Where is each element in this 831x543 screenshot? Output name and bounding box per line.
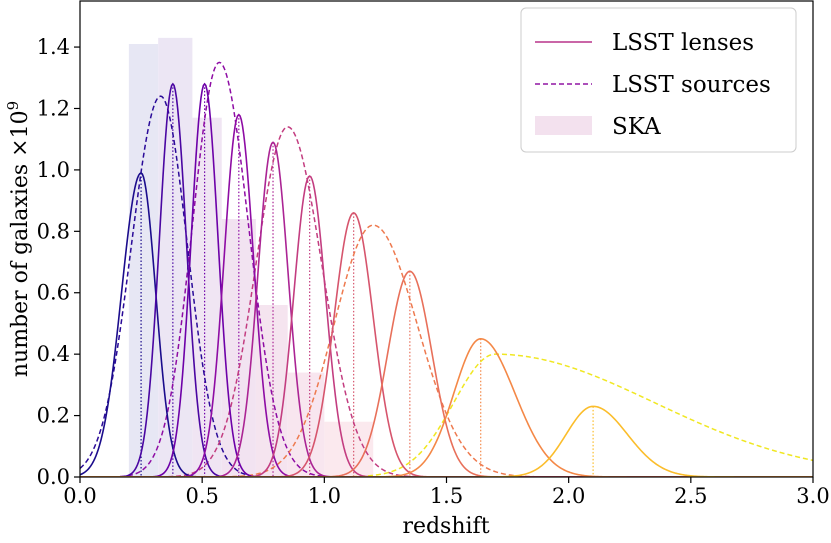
- ska-bar-4: [221, 219, 256, 477]
- y-tick-label: 0.2: [37, 404, 70, 428]
- x-tick-label: 2.0: [552, 484, 585, 508]
- lens-curve-2: [80, 82, 813, 477]
- y-tick-label: 0.8: [37, 219, 70, 243]
- x-axis-label: redshift: [402, 514, 489, 539]
- bin-mean-markers: [140, 83, 594, 477]
- x-tick-label: 3.0: [796, 484, 829, 508]
- lens-curve-4: [80, 113, 813, 477]
- y-axis-label-text: number of galaxies ×10: [8, 110, 33, 377]
- y-axis-label: number of galaxies ×109: [4, 101, 33, 377]
- legend-ska-swatch: [535, 116, 592, 135]
- y-tick-label: 1.4: [37, 35, 70, 59]
- x-tick-label: 2.5: [674, 484, 707, 508]
- x-axis-ticks: 0.0 0.5 1.0 1.5 2.0 2.5 3.0: [63, 477, 830, 508]
- ska-bar-3: [192, 117, 222, 477]
- x-tick-label: 0.0: [63, 484, 96, 508]
- lens-curve-8: [80, 270, 813, 477]
- y-tick-label: 0.0: [37, 465, 70, 489]
- legend: LSST lenses LSST sources SKA: [520, 7, 797, 153]
- lens-curve-3: [80, 82, 813, 477]
- legend-lens-label: LSST lenses: [612, 30, 754, 56]
- source-curve-2: [80, 61, 813, 477]
- y-axis-ticks: 0.0 0.2 0.4 0.6 0.8 1.0 1.2 1.4: [37, 35, 80, 489]
- x-tick-label: 0.5: [185, 484, 218, 508]
- x-tick-label: 1.0: [308, 484, 341, 508]
- legend-source-label: LSST sources: [612, 72, 771, 98]
- x-tick-label: 1.5: [430, 484, 463, 508]
- y-tick-label: 0.4: [37, 342, 70, 366]
- lens-curve-10: [80, 405, 813, 477]
- lens-curve-9: [80, 338, 813, 477]
- y-tick-label: 1.2: [37, 96, 70, 120]
- y-tick-label: 0.6: [37, 281, 70, 305]
- y-tick-label: 1.0: [37, 158, 70, 182]
- legend-ska-label: SKA: [612, 114, 661, 140]
- y-axis-label-exponent: 9: [4, 101, 22, 111]
